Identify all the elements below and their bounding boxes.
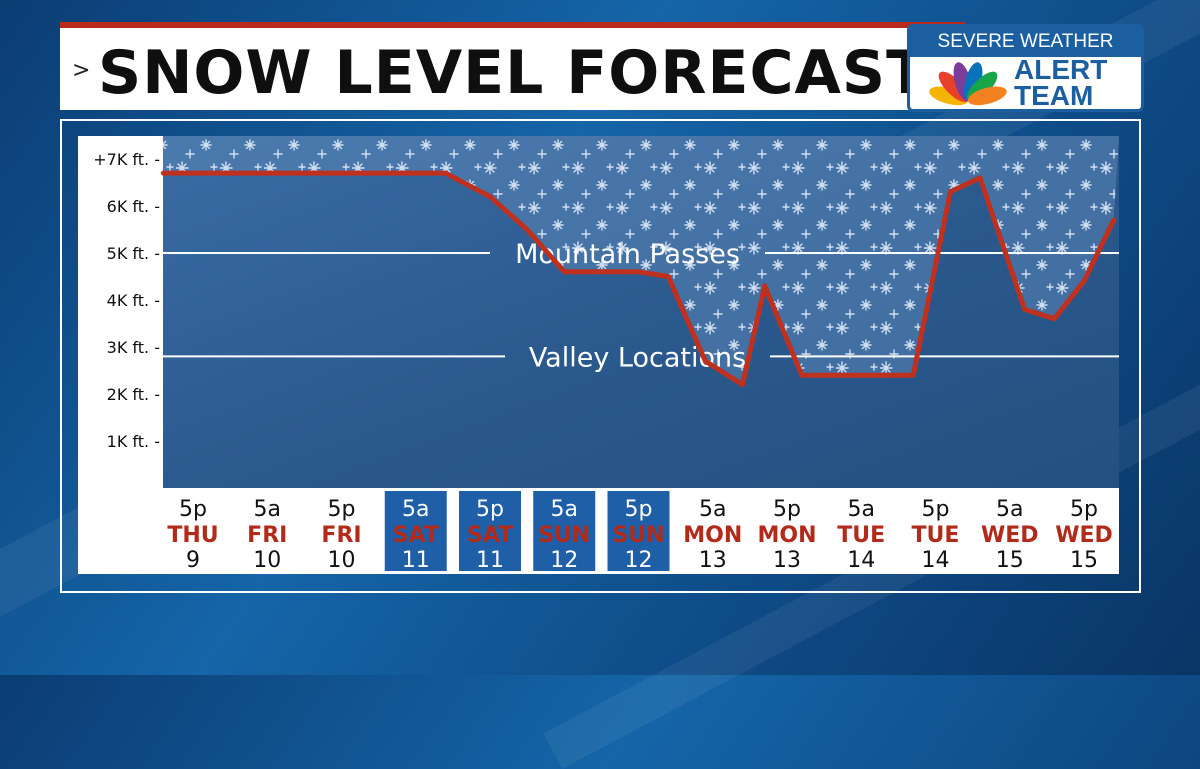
x-tick-day: MON bbox=[757, 523, 816, 548]
x-tick-time: 5a bbox=[551, 497, 578, 522]
page-title: SNOW LEVEL FORECAST bbox=[98, 38, 929, 108]
x-tick-date: 12 bbox=[625, 548, 653, 573]
y-tick-label: 5K ft. - bbox=[107, 244, 160, 263]
x-tick-day: WED bbox=[1055, 523, 1113, 548]
x-tick-time: 5p bbox=[328, 497, 356, 522]
logo-line-3: TEAM bbox=[1014, 80, 1094, 111]
x-tick-date: 14 bbox=[922, 548, 950, 573]
x-tick-day: THU bbox=[167, 523, 218, 548]
y-tick-label: 1K ft. - bbox=[107, 432, 160, 451]
y-tick-label: 3K ft. - bbox=[107, 338, 160, 357]
x-tick-time: 5a bbox=[699, 497, 726, 522]
peacock-feather bbox=[967, 86, 1007, 106]
peacock-icon bbox=[929, 62, 1007, 106]
snow-level-chart: Mountain Passes Valley Locations 1K ft. -… bbox=[93, 136, 1119, 573]
chevron-right-icon: > bbox=[72, 58, 91, 83]
x-tick-date: 11 bbox=[402, 548, 430, 573]
x-tick-date: 11 bbox=[476, 548, 504, 573]
x-tick-day: SUN bbox=[612, 523, 664, 548]
x-tick-day: SAT bbox=[467, 523, 513, 548]
x-tick-date: 9 bbox=[186, 548, 200, 573]
x-tick-time: 5p bbox=[179, 497, 207, 522]
x-tick-time: 5p bbox=[922, 497, 950, 522]
reference-line-label: Mountain Passes bbox=[515, 239, 740, 270]
reference-line-label: Valley Locations bbox=[529, 342, 746, 373]
highlight-box bbox=[533, 491, 596, 571]
x-tick-day: TUE bbox=[912, 523, 960, 548]
snow-level-line bbox=[160, 170, 1117, 388]
snowflake-area bbox=[163, 136, 1119, 385]
x-tick-time: 5a bbox=[996, 497, 1023, 522]
x-tick-day: SUN bbox=[538, 523, 590, 548]
logo-line-1: SEVERE WEATHER bbox=[910, 27, 1141, 57]
x-tick-day: MON bbox=[683, 523, 742, 548]
highlight-box bbox=[459, 491, 521, 571]
x-tick-date: 10 bbox=[253, 548, 281, 573]
x-tick-date: 15 bbox=[996, 548, 1024, 573]
y-tick-label: 2K ft. - bbox=[107, 385, 160, 404]
y-tick-label: 6K ft. - bbox=[107, 197, 160, 216]
x-tick-time: 5p bbox=[773, 497, 801, 522]
x-tick-time: 5p bbox=[1070, 497, 1098, 522]
x-tick-date: 12 bbox=[550, 548, 578, 573]
x-tick-day: WED bbox=[981, 523, 1039, 548]
x-tick-day: SAT bbox=[393, 523, 439, 548]
x-tick-day: FRI bbox=[247, 523, 287, 548]
x-tick-time: 5p bbox=[476, 497, 504, 522]
chart-frame bbox=[60, 119, 1141, 593]
x-tick-day: FRI bbox=[321, 523, 361, 548]
x-tick-time: 5a bbox=[848, 497, 875, 522]
severe-weather-logo: SEVERE WEATHER ALERT TEAM bbox=[907, 24, 1144, 112]
y-tick-label: +7K ft. - bbox=[93, 150, 160, 169]
logo-line-2: ALERT bbox=[1014, 54, 1108, 85]
x-tick-time: 5p bbox=[625, 497, 653, 522]
y-tick-label: 4K ft. - bbox=[107, 291, 160, 310]
x-tick-date: 13 bbox=[699, 548, 727, 573]
x-tick-date: 15 bbox=[1070, 548, 1098, 573]
x-tick-time: 5a bbox=[402, 497, 429, 522]
x-tick-time: 5a bbox=[254, 497, 281, 522]
title-bar: > SNOW LEVEL FORECAST bbox=[60, 22, 965, 110]
x-tick-date: 13 bbox=[773, 548, 801, 573]
highlight-box bbox=[384, 491, 447, 571]
highlight-box bbox=[607, 491, 670, 571]
x-tick-day: TUE bbox=[837, 523, 885, 548]
x-tick-date: 14 bbox=[847, 548, 875, 573]
x-tick-date: 10 bbox=[328, 548, 356, 573]
